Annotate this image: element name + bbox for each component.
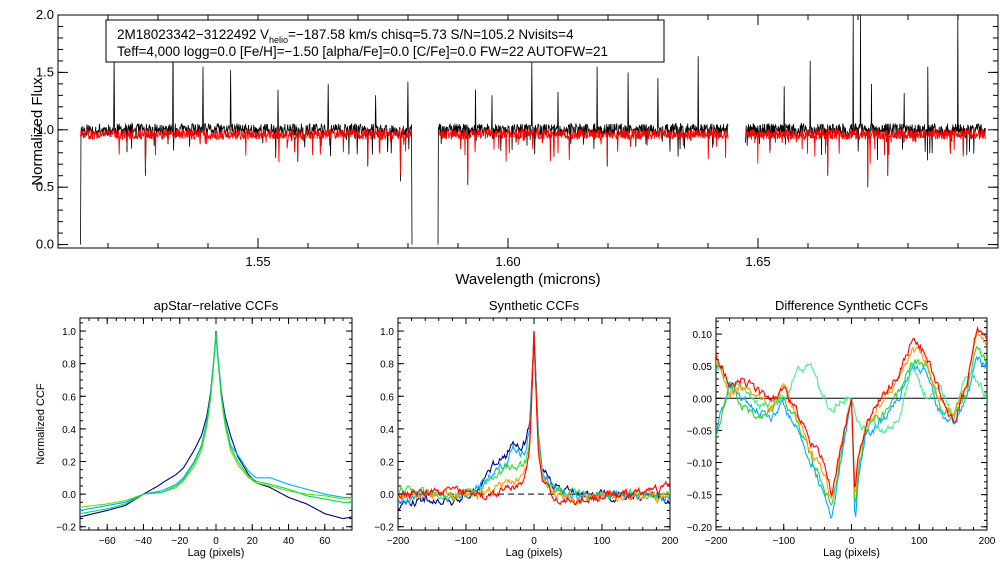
y-tick-label: 0.2 [380,458,394,469]
x-tick-label: 100 [594,536,611,547]
y-tick-label: 0.0 [380,490,394,501]
difference-ccf-series-3 [716,360,987,435]
legend-star-id: 2M18023342−3122492 V [117,27,269,42]
x-tick-label: 200 [979,536,996,547]
apstar-ccf-panel: −60 −40 −20 0 20 40 60 −0.2 0.0 0.2 0.4 0.6 0.8 1.0 ap… [35,298,353,559]
y-tick-label: 0.0 [36,237,54,252]
legend-subscript: helio [269,35,288,45]
difference-ccf-title: Difference Synthetic CCFs [775,298,928,313]
x-tick-label: 200 [662,536,679,547]
x-tick-label: −100 [455,536,478,547]
x-tick-label: 0 [213,536,219,547]
x-tick-label: 1.55 [245,254,270,269]
y-tick-label: 0.4 [62,425,76,436]
synthetic-ccf-x-axis-title: Lag (pixels) [506,547,563,559]
difference-ccf-series-5 [716,325,987,497]
x-tick-label: −60 [99,536,116,547]
y-tick-label: 0.6 [380,392,394,403]
y-tick-label: −0.2 [56,523,76,534]
x-tick-label: −20 [171,536,188,547]
y-tick-label: 0.10 [693,330,713,341]
synthetic-ccf-series-3 [398,334,670,503]
apstar-ccf-series-3 [80,334,352,508]
x-tick-label: −40 [135,536,152,547]
x-tick-label: 40 [283,536,295,547]
y-tick-label: −0.2 [374,523,394,534]
x-axis-title: Wavelength (microns) [455,271,600,288]
y-tick-label: 2.0 [36,7,54,22]
y-tick-label: 1.0 [36,122,54,137]
synthetic-ccf-panel: −200 −100 0 100 200 −0.2 0.0 0.2 0.4 0.6 0.8 1.0 Syn… [374,298,679,559]
apstar-ccf-series-2 [80,332,352,511]
plot-frame [79,317,353,531]
apstar-ccf-title: apStar−relative CCFs [154,298,279,313]
apstar-ccf-series-1 [80,330,352,520]
legend-stats: =−187.58 km/s chisq=5.73 S/N=105.2 Nvisi… [288,27,574,42]
x-tick-label: 60 [319,536,331,547]
y-tick-label: 0.05 [693,362,713,373]
difference-ccf-x-axis-title: Lag (pixels) [823,547,880,559]
synthetic-ccf-plot-area [398,330,670,511]
x-tick-label: 0 [849,536,855,547]
spectrum-legend: 2M18023342−3122492 Vhelio=−187.58 km/s c… [105,19,665,63]
y-tick-label: 0.00 [693,394,713,405]
synthetic-ccf-series-4 [398,334,670,506]
y-tick-label: 1.0 [380,327,394,338]
y-tick-label: 0.5 [36,179,54,194]
difference-ccf-plot-area [716,325,987,519]
y-tick-label: 0.8 [62,360,76,371]
synthetic-ccf-title: Synthetic CCFs [489,298,580,313]
y-tick-label: 0.8 [380,360,394,371]
legend-line-1: 2M18023342−3122492 Vhelio=−187.58 km/s c… [117,27,574,45]
synthetic-ccf-series-5 [398,330,670,506]
y-tick-label: −0.20 [687,523,713,534]
x-tick-label: 0 [531,536,537,547]
spectrum-panel: 1.55 1.60 1.65 0.0 0.5 1.0 1.5 2.0 Wavelength (m… [29,7,999,288]
y-tick-label: 0.0 [62,490,76,501]
y-tick-label: 0.2 [62,458,76,469]
apstar-ccf-series-4 [80,334,352,515]
x-tick-label: 100 [911,536,928,547]
y-tick-label: 0.6 [62,392,76,403]
y-tick-label: −0.10 [687,459,713,470]
plot-frame [715,317,988,531]
y-tick-label: 0.4 [380,425,394,436]
apstar-ccf-y-axis-title: Normalized CCF [35,383,47,465]
difference-ccf-panel: −200 −100 0 100 200 −0.20 −0.15 −0.10 −0.05 0.00 0… [687,298,996,559]
y-tick-label: −0.05 [687,426,713,437]
x-tick-label: −200 [387,536,410,547]
y-axis-title: Normalized Flux [29,77,46,186]
x-tick-label: 1.60 [495,254,520,269]
apstar-ccf-x-axis-title: Lag (pixels) [188,547,245,559]
difference-ccf-series-1 [716,355,987,519]
legend-line-2: Teff=4,000 logg=0.0 [Fe/H]=−1.50 [alpha/… [117,44,608,59]
plot-frame [57,14,999,249]
x-tick-label: 20 [247,536,259,547]
y-tick-label: 1.5 [36,64,54,79]
synthetic-ccf-series-2 [398,332,670,505]
synthetic-spectrum-line [80,127,986,181]
synthetic-ccf-series-1 [398,330,670,511]
x-tick-label: −100 [772,536,795,547]
y-tick-label: −0.15 [687,491,713,502]
x-tick-label: 1.65 [745,254,770,269]
x-tick-label: −200 [705,536,728,547]
difference-ccf-series-2 [716,345,987,506]
apstar-ccf-plot-area [80,330,352,520]
spectrum-plot-area [80,15,986,245]
y-tick-label: 1.0 [62,327,76,338]
legend-box [105,19,665,63]
